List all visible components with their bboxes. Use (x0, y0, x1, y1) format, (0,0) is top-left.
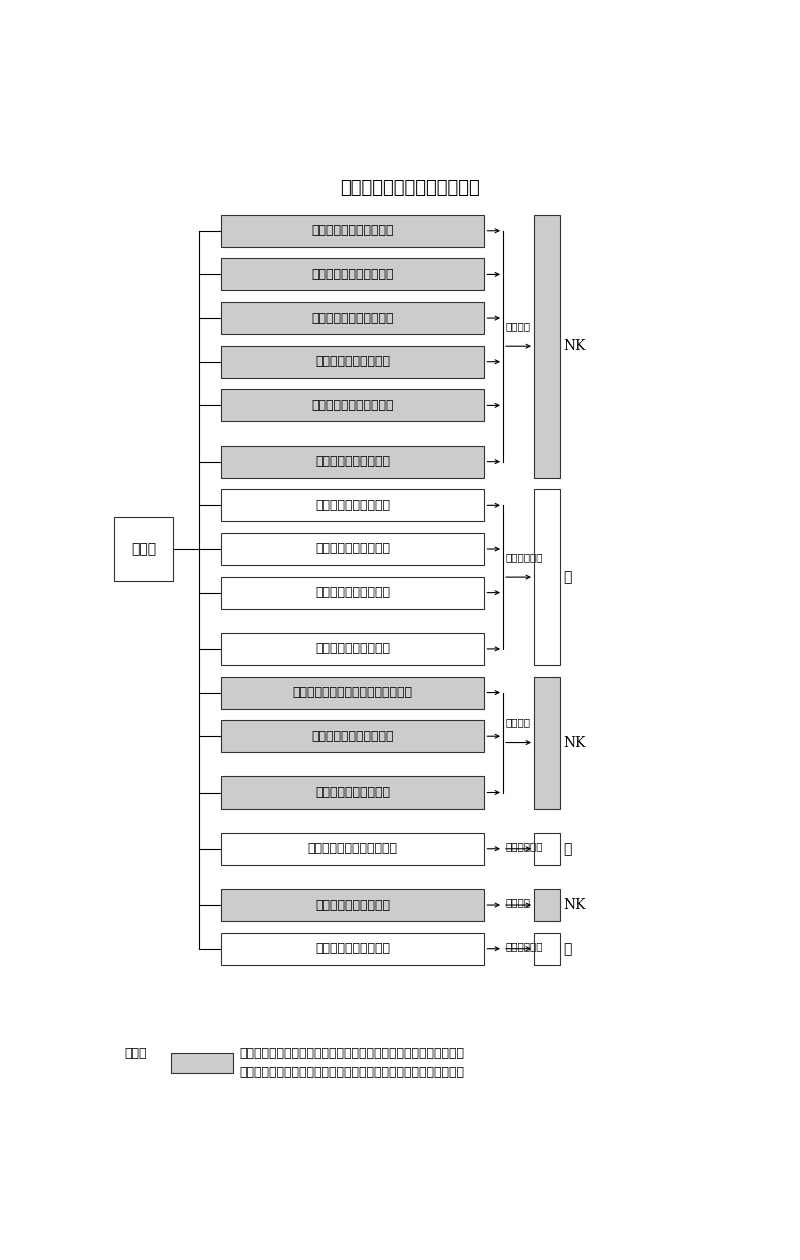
Bar (171, 1053, 234, 1074)
Text: 満　　載　喫　水　線: 満 載 喫 水 線 (315, 898, 390, 911)
Text: （注）: （注） (125, 1047, 147, 1060)
Text: 法５条の検査: 法５条の検査 (506, 942, 543, 951)
Text: 電　　機　　設　　備: 電 機 設 備 (315, 786, 390, 799)
Bar (534, 677, 560, 809)
Text: NK: NK (564, 736, 586, 750)
Bar (221, 302, 485, 334)
Text: 国: 国 (564, 570, 572, 585)
Text: 主務大臣が特に定める事項: 主務大臣が特に定める事項 (308, 842, 398, 856)
Text: 機　　　　　　　　　関: 機 関 (311, 268, 394, 281)
Text: 排　　水　　設　　備: 排 水 設 備 (315, 355, 390, 368)
Text: 操舵・繋船・揚錨の設備: 操舵・繋船・揚錨の設備 (311, 399, 394, 412)
Text: 消　　防　　設　　備: 消 防 設 備 (315, 455, 390, 469)
Text: 危険物その他の特殊貨物の積付設備: 危険物その他の特殊貨物の積付設備 (293, 687, 413, 699)
Bar (221, 833, 485, 864)
Text: NK: NK (564, 339, 586, 353)
Bar (221, 721, 485, 752)
Text: 法５条の検査: 法５条の検査 (506, 843, 543, 852)
Bar (534, 833, 560, 864)
Text: 船級検査: 船級検査 (506, 718, 530, 727)
Text: 救　　命　　設　　備: 救 命 設 備 (315, 499, 390, 512)
Text: 居　　住　　設　　備: 居 住 設 備 (315, 543, 390, 556)
Bar (534, 214, 560, 478)
Bar (221, 533, 485, 564)
Bar (221, 577, 485, 609)
Text: 衛　　生　　設　　備: 衛 生 設 備 (315, 586, 390, 600)
Text: 船　舶: 船 舶 (131, 542, 156, 556)
Bar (221, 932, 485, 965)
Bar (221, 489, 485, 522)
Bar (534, 489, 560, 665)
Bar (221, 258, 485, 290)
Text: 法５条の検査: 法５条の検査 (506, 553, 543, 562)
Text: 国: 国 (564, 941, 572, 955)
Text: 船級検査: 船級検査 (506, 323, 530, 331)
Bar (221, 633, 485, 665)
Text: 無線電信又は無線電話: 無線電信又は無線電話 (315, 942, 390, 955)
Text: 帆　　　　　　　　　装: 帆 装 (311, 311, 394, 325)
Bar (221, 345, 485, 378)
Bar (534, 932, 560, 965)
Text: 国: 国 (564, 842, 572, 856)
Text: 図２・２　船級船の検査区分: 図２・２ 船級船の検査区分 (340, 179, 480, 197)
Bar (221, 890, 485, 921)
Text: 荷役その他の作業の設備: 荷役その他の作業の設備 (311, 730, 394, 742)
Text: 航　　海　　用　　具: 航 海 用 具 (315, 643, 390, 655)
Bar (114, 518, 173, 581)
Bar (221, 677, 485, 708)
Bar (221, 446, 485, 478)
Bar (221, 214, 485, 247)
Text: 定により、国の検査を受け、これに合格したものとみなされる事項: 定により、国の検査を受け、これに合格したものとみなされる事項 (239, 1066, 465, 1080)
Bar (221, 776, 485, 809)
Text: 船級検査: 船級検査 (506, 898, 530, 907)
Bar (221, 389, 485, 421)
Bar (534, 890, 560, 921)
Text: NK: NK (564, 898, 586, 912)
Text: 船　　　　　　　　　体: 船 体 (311, 224, 394, 237)
Text: の部分が日本海事協会の検査を受けたものは船舶安全法第８条の規: の部分が日本海事協会の検査を受けたものは船舶安全法第８条の規 (239, 1047, 465, 1060)
